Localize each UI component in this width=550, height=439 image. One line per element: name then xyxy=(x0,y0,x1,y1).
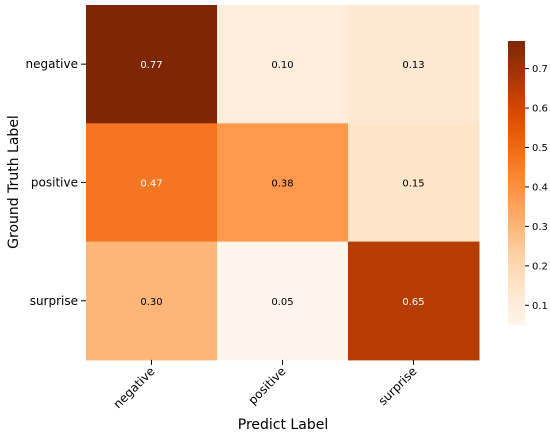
y-axis-ticks: negative positive surprise xyxy=(26,57,86,308)
colorbar-ticks: 0.1 0.2 0.3 0.4 0.5 0.6 0.7 xyxy=(525,64,548,312)
heatmap-cell-labels: 0.77 0.10 0.13 0.47 0.38 0.15 0.30 0.05 0.65 xyxy=(140,60,424,308)
x-axis-title: Predict Label xyxy=(238,417,328,433)
colorbar-tick-label: 0.6 xyxy=(532,104,548,115)
cell-value-label: 0.05 xyxy=(271,297,293,308)
heatmap-cells xyxy=(86,5,480,361)
heatmap-cell xyxy=(348,241,480,361)
y-tick-label: surprise xyxy=(30,294,78,308)
colorbar-tick-label: 0.5 xyxy=(532,143,548,154)
colorbar-tick-label: 0.1 xyxy=(532,301,548,312)
cell-value-label: 0.15 xyxy=(402,178,424,189)
cell-value-label: 0.10 xyxy=(271,60,293,71)
x-axis-ticks: negative positive surprise xyxy=(111,359,420,411)
heatmap-cell xyxy=(86,241,218,361)
colorbar-tick-label: 0.3 xyxy=(532,222,548,233)
x-tick-label: surprise xyxy=(376,364,420,408)
heatmap-cell xyxy=(217,5,349,124)
cell-value-label: 0.77 xyxy=(140,60,162,71)
heatmap-cell xyxy=(348,123,480,243)
cell-value-label: 0.38 xyxy=(271,178,293,189)
heatmap-cell xyxy=(217,123,349,243)
heatmap-cell xyxy=(86,5,218,124)
y-axis-title: Ground Truth Label xyxy=(6,115,22,249)
y-tick-label: positive xyxy=(31,175,78,189)
heatmap-cell xyxy=(348,5,480,124)
colorbar-tick-label: 0.7 xyxy=(532,64,548,75)
heatmap-cell xyxy=(217,241,349,361)
cell-value-label: 0.13 xyxy=(402,60,424,71)
y-tick-label: negative xyxy=(26,57,78,71)
cell-value-label: 0.47 xyxy=(140,178,162,189)
cell-value-label: 0.65 xyxy=(402,297,424,308)
colorbar-tick-label: 0.2 xyxy=(532,261,548,272)
x-tick-label: positive xyxy=(245,364,288,407)
colorbar-tick-label: 0.4 xyxy=(532,182,548,193)
heatmap-cell xyxy=(86,123,218,243)
cell-value-label: 0.30 xyxy=(140,297,162,308)
colorbar xyxy=(508,41,525,325)
x-tick-label: negative xyxy=(111,364,158,411)
